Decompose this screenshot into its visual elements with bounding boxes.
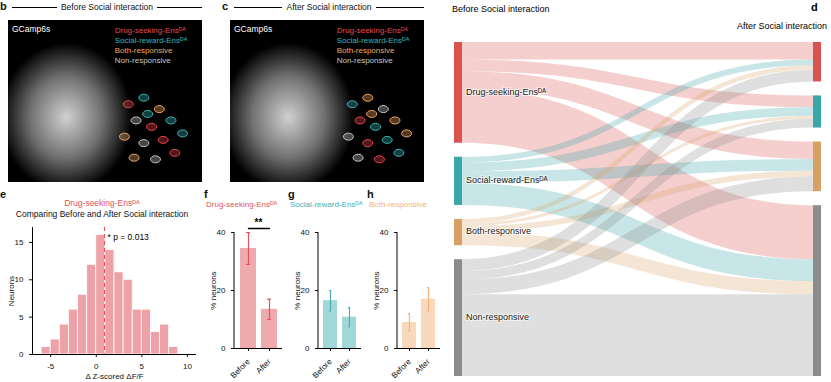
- html-text:g: g: [288, 188, 295, 200]
- svg-text:% neurons: % neurons: [209, 271, 218, 309]
- svg-text:0: 0: [221, 344, 226, 353]
- svg-text:* p = 0.013: * p = 0.013: [107, 232, 149, 242]
- svg-text:40: 40: [380, 228, 389, 237]
- html-text:Both-responsive: Both-responsive: [369, 200, 427, 209]
- html-text:Drug-seeking-Ensᴰᴬ: Drug-seeking-Ensᴰᴬ: [206, 200, 278, 209]
- svg-text:40: 40: [301, 228, 310, 237]
- svg-text:Δ Z-scored ΔF/F: Δ Z-scored ΔF/F: [85, 372, 143, 381]
- svg-text:After: After: [413, 357, 432, 376]
- svg-text:Before: Before: [390, 357, 413, 380]
- svg-text:20: 20: [300, 286, 310, 296]
- svg-text:After: After: [254, 357, 273, 376]
- html-text:c: c: [222, 0, 229, 12]
- html-text:After Social interaction: After Social interaction: [286, 2, 372, 12]
- svg-text:d: d: [811, 1, 818, 13]
- svg-text:40: 40: [217, 228, 226, 237]
- svg-text:Both-responsive: Both-responsive: [466, 226, 531, 236]
- svg-text:Neurons: Neurons: [7, 276, 16, 306]
- svg-text:10: 10: [183, 362, 192, 371]
- svg-text:5: 5: [140, 362, 145, 371]
- svg-text:Before: Before: [311, 357, 334, 380]
- html-text:h: h: [367, 188, 374, 200]
- svg-text:0: 0: [384, 344, 389, 353]
- svg-text:0: 0: [305, 344, 310, 353]
- svg-text:Social-reward-Ensᴰᴬ: Social-reward-Ensᴰᴬ: [466, 175, 549, 185]
- svg-text:**: **: [255, 217, 263, 228]
- svg-text:Social-reward-Ensᴰᴬ: Social-reward-Ensᴰᴬ: [115, 36, 188, 45]
- html-text:e: e: [0, 188, 7, 200]
- svg-text:Non-responsive: Non-responsive: [115, 56, 172, 65]
- svg-text:Non-responsive: Non-responsive: [337, 56, 394, 65]
- svg-text:-5: -5: [47, 362, 55, 371]
- svg-text:% neurons: % neurons: [372, 271, 381, 309]
- svg-text:20: 20: [379, 286, 389, 296]
- svg-text:20: 20: [216, 286, 226, 296]
- svg-text:Social-reward-Ensᴰᴬ: Social-reward-Ensᴰᴬ: [337, 36, 410, 45]
- svg-text:Before Social interaction: Before Social interaction: [452, 4, 550, 14]
- svg-text:Drug-seeking-Ensᴰᴬ: Drug-seeking-Ensᴰᴬ: [466, 87, 547, 97]
- svg-text:Drug-seeking-Ensᴰᴬ: Drug-seeking-Ensᴰᴬ: [337, 26, 409, 35]
- svg-text:After Social interaction: After Social interaction: [737, 21, 827, 31]
- svg-text:% neurons: % neurons: [293, 271, 302, 309]
- svg-text:After: After: [334, 357, 353, 376]
- svg-text:5: 5: [19, 313, 24, 322]
- svg-text:Both-responsive: Both-responsive: [115, 46, 173, 55]
- svg-text:GCamp6s: GCamp6s: [12, 24, 50, 34]
- html-text:Social-reward-Ensᴰᴬ: Social-reward-Ensᴰᴬ: [290, 200, 363, 209]
- svg-text:Before: Before: [229, 357, 252, 380]
- svg-text:Both-responsive: Both-responsive: [337, 46, 395, 55]
- html-text:b: b: [0, 0, 7, 12]
- svg-text:GCamp6s: GCamp6s: [234, 24, 272, 34]
- svg-text:0: 0: [94, 362, 99, 371]
- svg-text:15: 15: [15, 238, 24, 247]
- html-text:Comparing Before and After Soc: Comparing Before and After Social intera…: [15, 209, 189, 219]
- html-text:Drug-seeking-Ensᴰᴬ: Drug-seeking-Ensᴰᴬ: [64, 198, 140, 208]
- svg-text:10: 10: [14, 275, 24, 285]
- svg-text:Drug-seeking-Ensᴰᴬ: Drug-seeking-Ensᴰᴬ: [115, 26, 187, 35]
- html-text:f: f: [204, 188, 208, 200]
- svg-text:0: 0: [19, 350, 24, 359]
- html-text:Before Social interaction: Before Social interaction: [60, 2, 154, 12]
- svg-text:Non-responsive: Non-responsive: [466, 312, 529, 322]
